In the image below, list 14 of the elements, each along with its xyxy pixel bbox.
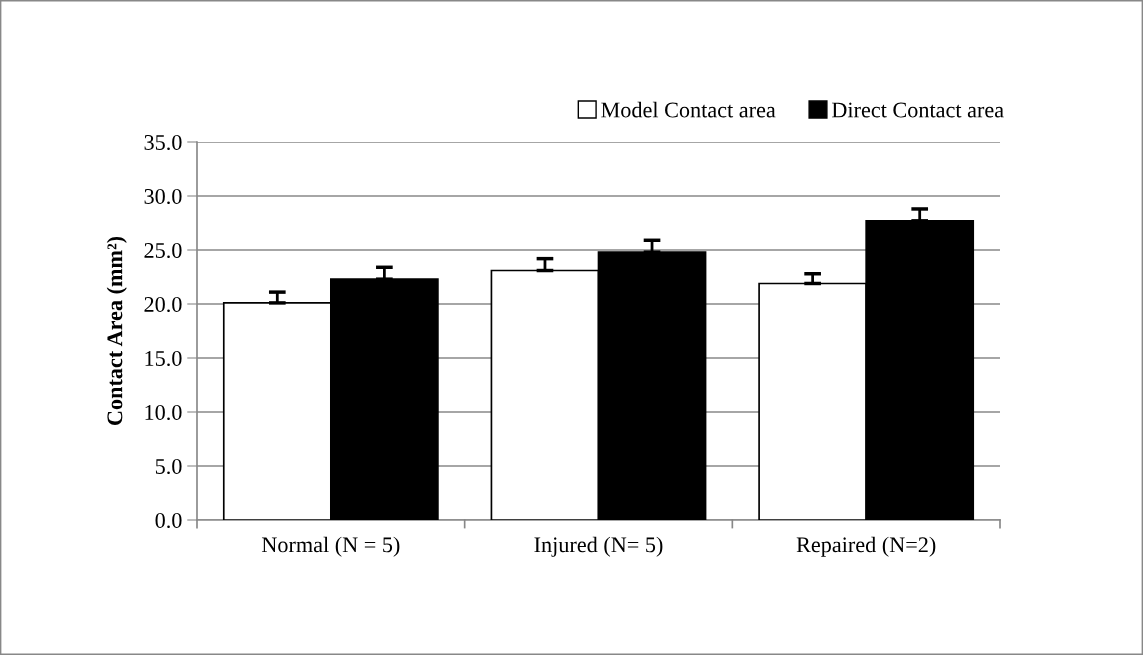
y-tick-label: 25.0	[144, 242, 182, 259]
x-tick-label: Repaired (N=2)	[796, 536, 936, 557]
legend-label: Model Contact area	[601, 101, 776, 118]
y-tick-label: 30.0	[144, 188, 182, 205]
x-tick-label: Injured (N= 5)	[534, 536, 663, 557]
y-tick-label: 0.0	[155, 512, 182, 529]
y-axis-title: Contact Area (mm²)	[106, 236, 127, 425]
y-tick-label: 35.0	[144, 134, 182, 151]
y-tick-label: 10.0	[145, 404, 182, 421]
y-tick-label: 20.0	[144, 296, 182, 313]
legend-label: Direct Contact area	[831, 102, 1004, 118]
x-tick-label: Normal (N = 5)	[261, 536, 400, 557]
y-tick-label: 15.0	[145, 350, 182, 367]
y-tick-label: 5.0	[155, 458, 182, 475]
